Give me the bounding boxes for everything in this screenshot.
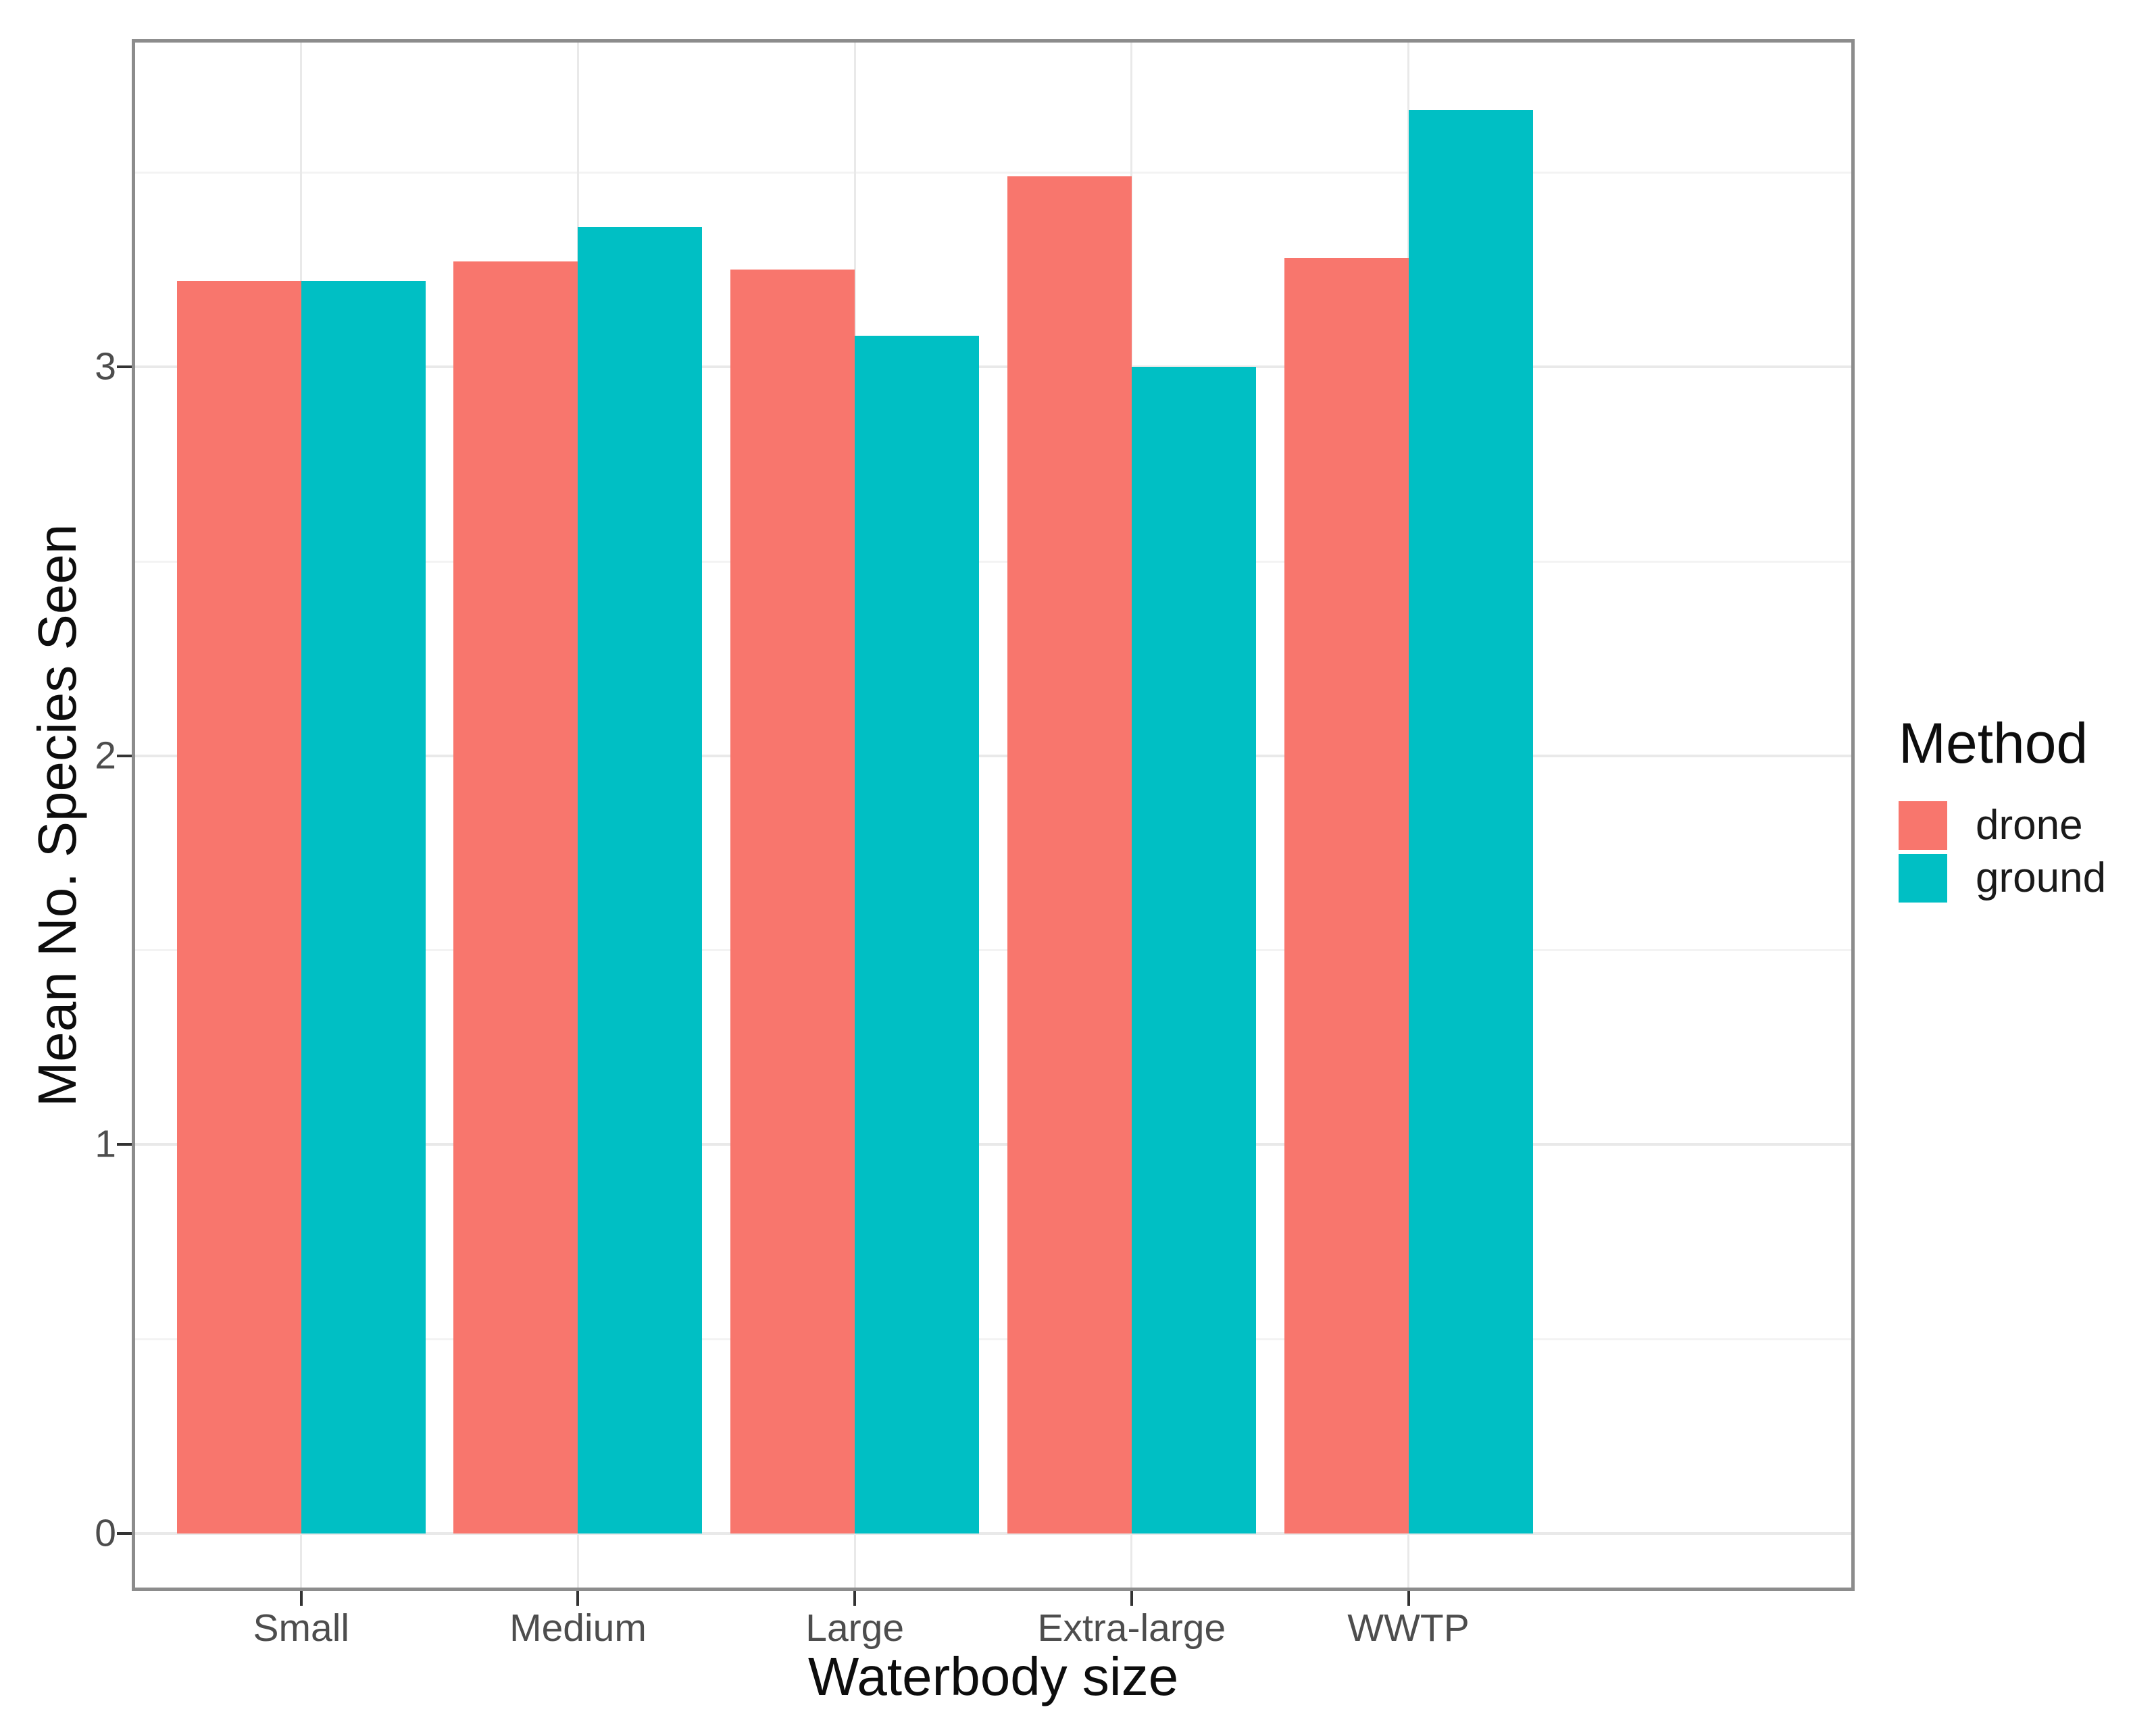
gridline-minor-h (135, 1338, 1851, 1341)
legend-swatch-ground (1899, 854, 1947, 903)
bar-ground-wwtp (1408, 110, 1533, 1533)
bar-drone-extra-large (1007, 176, 1132, 1533)
x-tick (299, 1591, 303, 1606)
legend-swatch-drone (1899, 801, 1947, 850)
bar-ground-small (301, 281, 426, 1533)
plot-panel (132, 39, 1855, 1591)
x-tick (576, 1591, 580, 1606)
gridline-major-h (135, 365, 1851, 368)
x-tick (853, 1591, 857, 1606)
bar-drone-wwtp (1284, 258, 1409, 1533)
x-tick-label-wwtp: WWTP (1347, 1606, 1470, 1650)
gridline-major-h (135, 1143, 1851, 1146)
bar-drone-medium (453, 261, 578, 1533)
y-tick (117, 754, 132, 757)
y-tick-label: 2 (95, 734, 116, 778)
gridline-minor-h (135, 172, 1851, 174)
y-tick (117, 1143, 132, 1146)
legend-label-drone: drone (1976, 802, 2083, 848)
x-tick-label-extra-large: Extra-large (1037, 1606, 1226, 1650)
y-tick (117, 365, 132, 368)
legend: Method drone ground (1899, 715, 2106, 907)
bar-ground-extra-large (1131, 367, 1256, 1533)
x-tick-label-large: Large (805, 1606, 905, 1650)
x-tick (1407, 1591, 1410, 1606)
legend-items: drone ground (1899, 801, 2106, 903)
gridline-minor-h (135, 949, 1851, 952)
bar-ground-medium (578, 227, 703, 1533)
y-tick-label: 0 (95, 1511, 116, 1555)
legend-item-ground: ground (1899, 854, 2106, 903)
x-tick (1130, 1591, 1133, 1606)
legend-title: Method (1899, 711, 2088, 775)
gridline-major-h (135, 754, 1851, 757)
x-tick-label-small: Small (253, 1606, 350, 1650)
bar-drone-small (176, 281, 301, 1533)
x-axis-title: Waterbody size (807, 1646, 1179, 1706)
bar-drone-large (730, 270, 855, 1533)
legend-item-drone: drone (1899, 801, 2106, 850)
bar-ground-large (855, 336, 980, 1533)
y-tick (117, 1532, 132, 1535)
y-tick-label: 1 (95, 1122, 116, 1166)
y-tick-label: 3 (95, 345, 116, 388)
x-tick-label-medium: Medium (509, 1606, 647, 1650)
y-axis-title: Mean No. Species Seen (27, 524, 87, 1107)
legend-label-ground: ground (1976, 855, 2107, 901)
gridline-major-h (135, 1532, 1851, 1535)
gridline-minor-h (135, 560, 1851, 563)
